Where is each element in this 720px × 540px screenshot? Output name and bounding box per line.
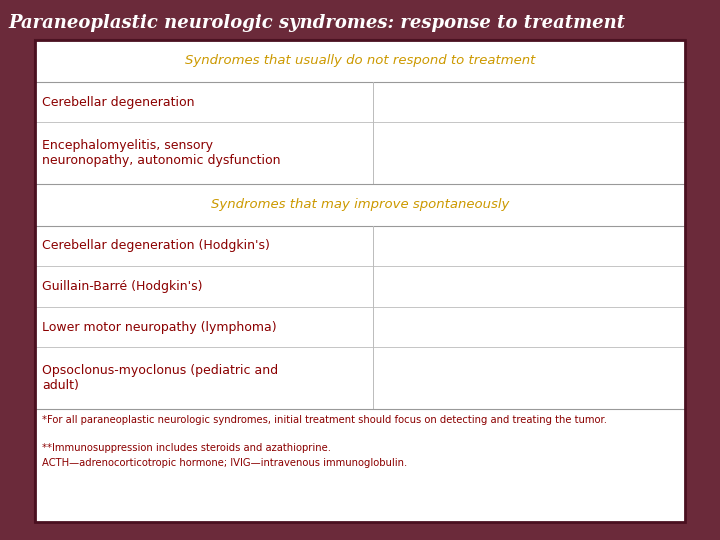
Bar <box>35 82 685 123</box>
Text: Cerebellar degeneration: Cerebellar degeneration <box>42 96 194 109</box>
Text: Guillain-Barré (Hodgkin's): Guillain-Barré (Hodgkin's) <box>42 280 202 293</box>
Bar <box>35 266 685 307</box>
Bar <box>35 226 685 266</box>
Text: **Immunosuppression includes steroids and azathioprine.: **Immunosuppression includes steroids an… <box>42 443 331 453</box>
Text: Encephalomyelitis, sensory
neuronopathy, autonomic dysfunction: Encephalomyelitis, sensory neuronopathy,… <box>42 139 281 167</box>
Text: Opsoclonus-myoclonus (pediatric and
adult): Opsoclonus-myoclonus (pediatric and adul… <box>42 364 278 392</box>
Bar <box>35 123 685 184</box>
Bar <box>35 409 685 522</box>
Text: *For all paraneoplastic neurologic syndromes, initial treatment should focus on : *For all paraneoplastic neurologic syndr… <box>42 415 607 425</box>
Text: Paraneoplastic neurologic syndromes: response to treatment: Paraneoplastic neurologic syndromes: res… <box>8 14 625 32</box>
Bar <box>35 184 685 226</box>
Text: Lower motor neuropathy (lymphoma): Lower motor neuropathy (lymphoma) <box>42 321 276 334</box>
Bar <box>35 40 685 522</box>
Bar <box>35 40 685 82</box>
Text: Syndromes that usually do not respond to treatment: Syndromes that usually do not respond to… <box>185 55 535 68</box>
Text: Syndromes that may improve spontaneously: Syndromes that may improve spontaneously <box>211 198 509 211</box>
Bar <box>35 347 685 409</box>
Text: ACTH—adrenocorticotropic hormone; IVIG—intravenous immunoglobulin.: ACTH—adrenocorticotropic hormone; IVIG—i… <box>42 458 408 468</box>
Bar <box>35 40 685 522</box>
Text: Cerebellar degeneration (Hodgkin's): Cerebellar degeneration (Hodgkin's) <box>42 239 270 253</box>
Bar <box>35 307 685 347</box>
